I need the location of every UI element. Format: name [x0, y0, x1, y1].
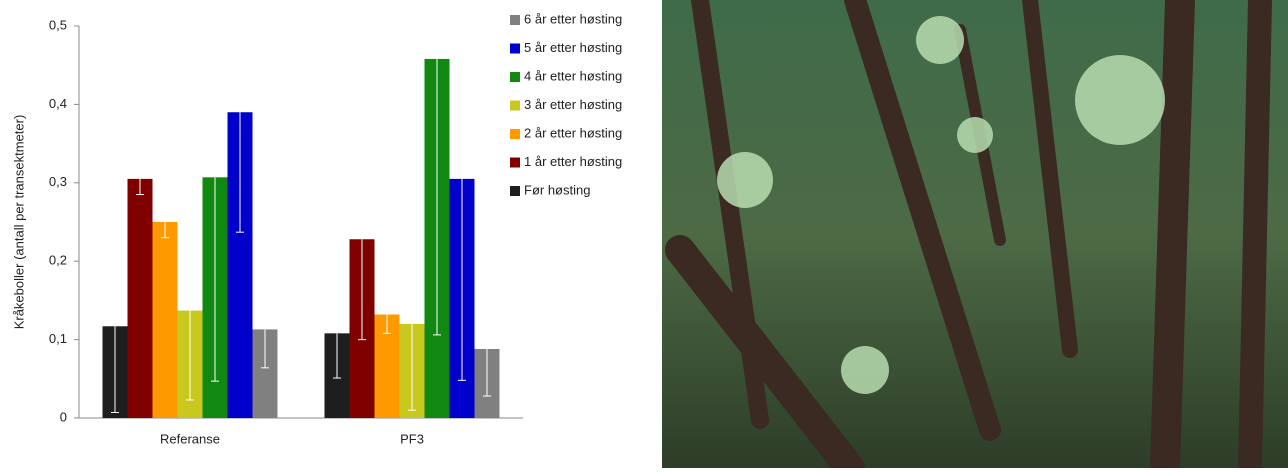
y-axis-label: Kråkeboller (antall per transektmeter) [11, 115, 26, 330]
photo [662, 0, 1288, 473]
legend-swatch [510, 186, 520, 196]
error-bar [433, 58, 441, 336]
legend-label: 2 år etter høsting [524, 125, 622, 140]
legend-swatch [510, 43, 520, 54]
error-bar [161, 222, 169, 239]
y-tick-label: 0,1 [49, 331, 67, 346]
error-bar [383, 314, 391, 334]
legend-label: 1 år etter høsting [524, 154, 622, 169]
y-tick-label: 0,2 [49, 253, 67, 268]
y-tick-label: 0,4 [49, 96, 67, 111]
x-tick-label: PF3 [400, 431, 424, 446]
y-tick-label: 0,5 [49, 17, 67, 32]
error-bar [236, 112, 244, 233]
bar [152, 222, 178, 418]
error-bar [111, 326, 119, 414]
error-bar [136, 178, 144, 196]
legend-label: 6 år etter høsting [524, 11, 622, 26]
legend-label: Før høsting [524, 182, 590, 197]
error-bar [261, 329, 269, 369]
error-bar [211, 177, 219, 382]
error-bar [186, 310, 194, 401]
bar [127, 178, 153, 418]
legend-swatch [510, 129, 520, 139]
legend-swatch [510, 72, 520, 82]
legend-swatch [510, 157, 520, 168]
legend-swatch [510, 100, 520, 111]
legend-label: 5 år etter høsting [524, 40, 622, 55]
error-bar [358, 239, 366, 341]
error-bar [408, 323, 416, 411]
y-tick-label: 0 [60, 409, 67, 424]
legend-swatch [510, 15, 520, 25]
legend-label: 4 år etter høsting [524, 68, 622, 83]
y-tick-label: 0,3 [49, 174, 67, 189]
x-tick-label: Referanse [160, 431, 220, 446]
error-bar [458, 178, 466, 381]
error-bar [333, 333, 341, 379]
error-bar [483, 349, 491, 397]
legend-label: 3 år etter høsting [524, 97, 622, 112]
